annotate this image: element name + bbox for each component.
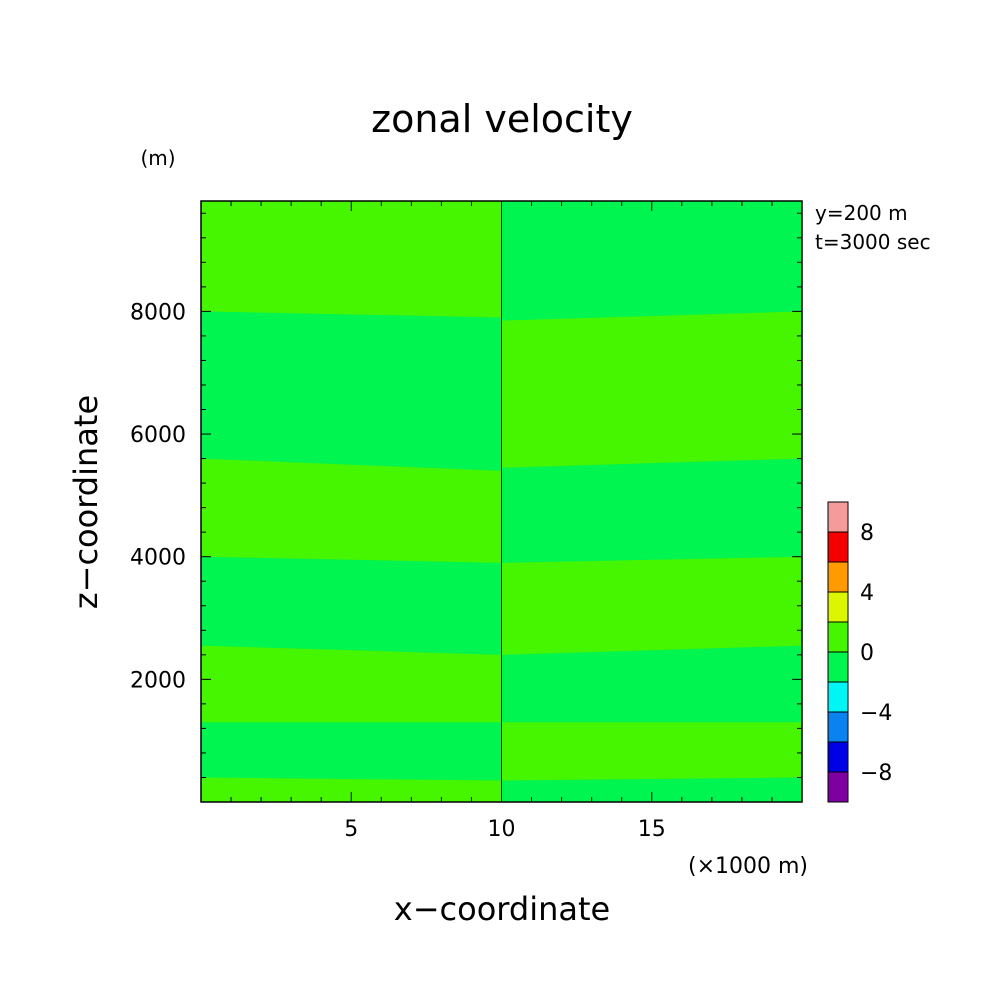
chart-title: zonal velocity [371, 97, 633, 141]
colorbar-swatch [827, 741, 849, 773]
plot-area [200, 200, 803, 803]
x-axis-ticks: 5 10 15 [230, 201, 773, 842]
x-tick-label: 10 [488, 817, 516, 842]
colorbar-swatch [827, 531, 849, 563]
y-tick-label: 8000 [130, 300, 186, 325]
y-axis-ticks: 2000 4000 6000 8000 [130, 212, 802, 778]
y-tick-label: 2000 [130, 668, 186, 693]
colorbar-swatch [827, 771, 849, 803]
y-tick-label: 6000 [130, 423, 186, 448]
colorbar-tick-label: −8 [860, 761, 892, 786]
contour-region-5 [501, 311, 802, 468]
colorbar-swatch [827, 651, 849, 683]
x-tick-label: 5 [344, 817, 358, 842]
y-axis-label: z−coordinate [67, 395, 105, 609]
y-tick-label: 4000 [130, 546, 186, 571]
colorbar-swatch [827, 711, 849, 743]
colorbar-swatch [827, 561, 849, 593]
colorbar: −8 −4 0 4 8 [827, 501, 892, 803]
colorbar-tick-label: 0 [860, 641, 874, 666]
annotation-y-position: y=200 m [815, 201, 908, 225]
x-axis-label: x−coordinate [394, 890, 610, 928]
colorbar-swatch [827, 681, 849, 713]
contour-region-3 [201, 645, 502, 723]
x-unit-label: (×1000 m) [688, 854, 808, 879]
colorbar-tick-label: −4 [860, 701, 892, 726]
colorbar-tick-label: 8 [860, 521, 874, 546]
contour-region-7 [501, 722, 802, 781]
contour-region-2 [201, 458, 502, 563]
contour-region-6 [501, 556, 802, 655]
contour-region-1 [201, 201, 502, 318]
contour-region-4 [201, 777, 502, 802]
y-unit-label: (m) [140, 146, 175, 170]
x-tick-label: 15 [638, 817, 666, 842]
colorbar-swatch [827, 621, 849, 653]
annotation-time: t=3000 sec [815, 230, 931, 254]
colorbar-swatch [827, 591, 849, 623]
colorbar-tick-label: 4 [860, 581, 874, 606]
colorbar-swatch [827, 501, 849, 533]
